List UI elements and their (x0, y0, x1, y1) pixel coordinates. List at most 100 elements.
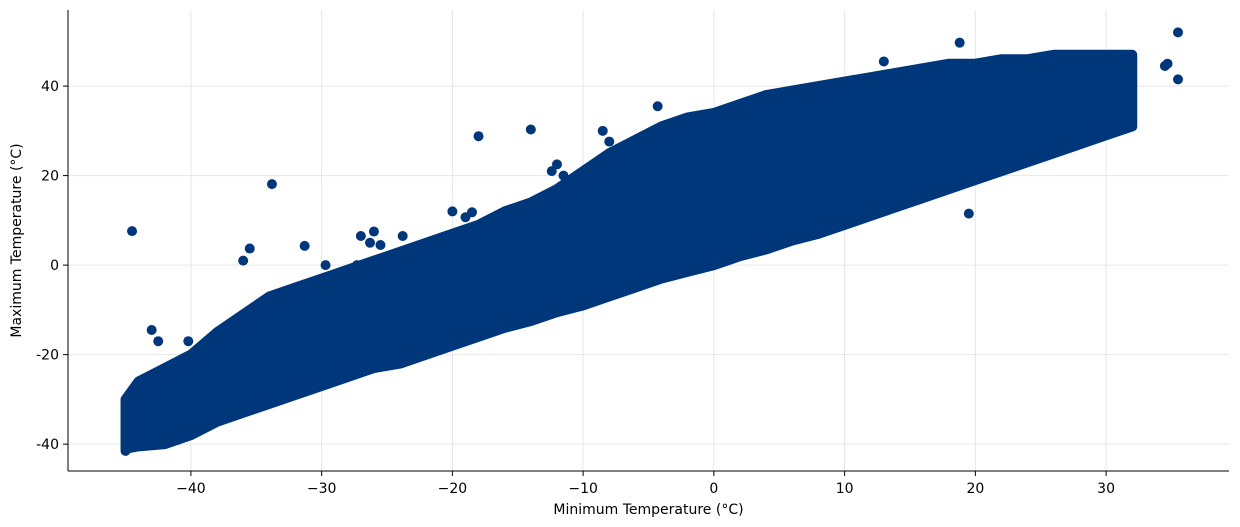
data-point (813, 139, 824, 150)
data-point (123, 394, 134, 405)
data-point (970, 94, 981, 105)
data-point (1114, 63, 1125, 74)
data-point (316, 313, 327, 324)
data-point (878, 116, 889, 127)
data-point (512, 242, 523, 253)
data-point (365, 237, 376, 248)
data-point (277, 331, 288, 342)
point-cloud (120, 49, 1138, 454)
data-point (290, 327, 301, 338)
data-point (891, 112, 902, 123)
data-point (1091, 113, 1102, 124)
data-point (153, 336, 164, 347)
data-point (192, 347, 203, 358)
data-point (652, 101, 663, 112)
data-point (682, 184, 693, 195)
data-point (397, 231, 408, 242)
data-point (774, 152, 785, 163)
data-point (656, 192, 667, 203)
data-point (800, 143, 811, 154)
data-point (669, 188, 680, 199)
axes (67, 10, 1229, 472)
data-point (597, 125, 608, 136)
x-axis-title: Minimum Temperature (°C) (553, 502, 743, 518)
data-point (355, 231, 366, 242)
data-point (721, 170, 732, 181)
data-point (1162, 58, 1173, 69)
x-tick-label: −10 (568, 481, 598, 497)
data-point (447, 264, 458, 275)
data-point (382, 286, 393, 297)
data-point (708, 175, 719, 186)
x-tick-label: 10 (836, 481, 854, 497)
data-point (375, 239, 386, 250)
data-point (368, 226, 379, 237)
data-point (1088, 67, 1099, 78)
tick-marks: −40 −30 −20 −10 0 10 20 30 -40 -20 0 20 40 (36, 79, 1115, 497)
data-point (826, 134, 837, 145)
data-point (320, 260, 331, 271)
data-point (565, 224, 576, 235)
data-point (643, 197, 654, 208)
data-point (1074, 72, 1085, 83)
data-point (1009, 85, 1020, 96)
y-axis-title: Maximum Temperature (°C) (9, 143, 25, 337)
data-point (133, 416, 144, 427)
data-point (129, 437, 140, 448)
data-point (996, 90, 1007, 101)
data-point (264, 340, 275, 351)
data-point (212, 372, 223, 383)
data-point (578, 219, 589, 230)
data-point (355, 300, 366, 311)
data-point (146, 325, 157, 336)
x-tick-label: −20 (438, 481, 468, 497)
data-point (395, 282, 406, 293)
data-point (473, 255, 484, 266)
y-tick-label: -40 (36, 437, 59, 453)
data-point (299, 240, 310, 251)
data-point (918, 107, 929, 118)
data-point (1127, 58, 1138, 69)
data-point (963, 208, 974, 219)
y-tick-label: 20 (41, 169, 59, 185)
x-tick-label: 20 (966, 481, 984, 497)
x-tick-label: 30 (1097, 481, 1115, 497)
data-point (1022, 81, 1033, 92)
data-point (120, 425, 131, 436)
data-point (172, 434, 183, 445)
data-point (266, 179, 277, 190)
x-tick-label: −30 (307, 481, 337, 497)
data-point (878, 56, 889, 67)
data-point (1101, 63, 1112, 74)
data-point (460, 212, 471, 223)
data-point (244, 243, 255, 254)
data-point (1173, 27, 1184, 38)
x-tick-label: −40 (176, 481, 206, 497)
data-point (944, 98, 955, 109)
data-point (473, 131, 484, 142)
data-point (748, 161, 759, 172)
data-point (238, 354, 249, 365)
data-point (630, 201, 641, 212)
data-point (1048, 76, 1059, 87)
data-point (865, 121, 876, 132)
data-point (146, 407, 157, 418)
data-point (342, 304, 353, 315)
data-point (525, 237, 536, 248)
data-point (460, 260, 471, 271)
data-point (558, 170, 569, 181)
data-point (546, 166, 557, 177)
y-tick-label: 0 (50, 258, 59, 274)
data-point (303, 322, 314, 333)
data-point (551, 159, 562, 170)
x-tick-label: 0 (709, 481, 718, 497)
data-point (447, 206, 458, 217)
data-point (434, 269, 445, 280)
data-point (351, 260, 362, 271)
data-point (852, 125, 863, 136)
data-point (761, 157, 772, 168)
data-point (159, 398, 170, 409)
data-point (551, 228, 562, 239)
data-point (983, 90, 994, 101)
